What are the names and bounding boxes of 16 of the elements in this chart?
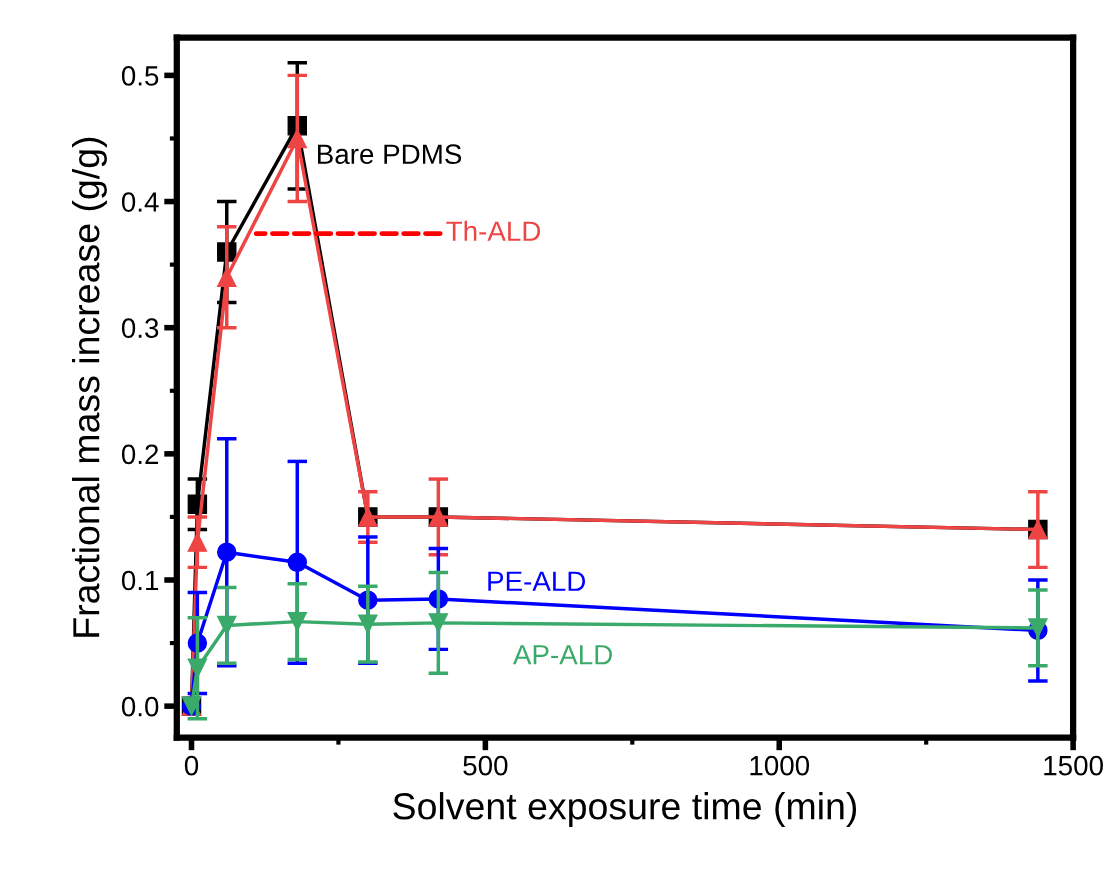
x-tick-label: 1500 [1044,755,1103,776]
y-tick-label: 0.5 [121,66,159,86]
y-tick-label: 0.2 [121,444,159,465]
x-tick-label: 1000 [750,755,810,776]
y-tick-label: 0.0 [121,696,159,717]
series-label: AP-ALD [512,645,612,665]
series-label: PE-ALD [488,571,586,591]
y-axis-title: Fractional mass increase (g/g) [71,137,107,637]
text: Th-ALD [446,220,541,241]
y-tick-label: 0.4 [121,192,159,212]
y-tick-label: 0.1 [121,570,159,591]
x-tick-label: 500 [463,755,508,776]
y-tick-label: 0.3 [121,318,159,339]
x-axis-title: Solvent exposure time (min) [393,792,857,828]
x-tick-label: 0 [184,755,199,776]
series-label: Bare PDMS [318,144,462,165]
